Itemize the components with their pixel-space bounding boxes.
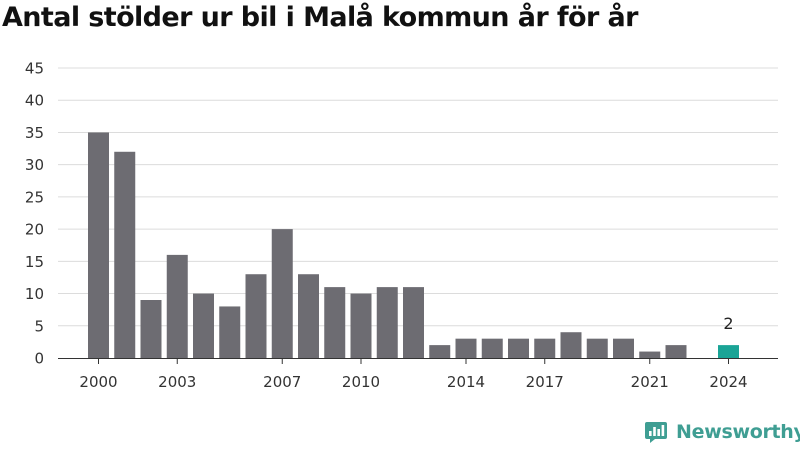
bar-2020	[613, 338, 634, 358]
x-tick-label-2014: 2014	[447, 373, 485, 391]
brand-attribution: Newsworthy	[644, 420, 800, 444]
bar-2022	[665, 345, 687, 358]
newsworthy-logo-icon	[645, 422, 667, 443]
x-axis-ticks: 2000 2003 2007 2010 2014 2017 2021 2024	[58, 358, 778, 391]
bar-2015	[481, 338, 503, 358]
bar-2016	[508, 338, 529, 358]
y-axis-ticks: 0 5 10 15 20 25 30 35 40 45	[25, 60, 44, 368]
x-tick-label-2024: 2024	[709, 373, 747, 391]
y-tick-label-5: 5	[34, 317, 44, 335]
x-tick-label-2010: 2010	[342, 373, 380, 391]
bar-2007	[271, 229, 293, 358]
data-label-2024: 2	[723, 314, 733, 333]
bar-2011	[376, 287, 398, 358]
y-tick-label-40: 40	[25, 92, 44, 110]
bar-2000	[88, 132, 109, 358]
bar-2003	[166, 254, 188, 358]
bars	[88, 132, 739, 358]
bar-2010	[350, 293, 372, 358]
data-labels: 2	[723, 314, 733, 333]
y-tick-label-30: 30	[25, 156, 44, 174]
bar-2024	[718, 345, 739, 358]
bar-2012	[403, 287, 424, 358]
y-tick-label-10: 10	[25, 285, 44, 303]
x-tick-label-2017: 2017	[526, 373, 564, 391]
x-tick-label-2007: 2007	[263, 373, 301, 391]
bar-2008	[298, 274, 319, 358]
y-tick-label-0: 0	[34, 350, 44, 368]
x-tick-label-2000: 2000	[79, 373, 117, 391]
y-tick-label-15: 15	[25, 253, 44, 271]
x-tick-label-2003: 2003	[158, 373, 196, 391]
bar-2002	[140, 300, 162, 358]
bar-2009	[324, 287, 346, 358]
bar-2005	[219, 306, 241, 358]
bar-2001	[114, 151, 136, 358]
y-tick-label-45: 45	[25, 60, 44, 78]
brand-name: Newsworthy	[676, 421, 800, 443]
bar-2004	[193, 293, 214, 358]
bar-2019	[586, 338, 608, 358]
y-tick-label-25: 25	[25, 188, 44, 206]
bar-2017	[534, 338, 556, 358]
bar-2014	[455, 338, 477, 358]
bar-2018	[560, 332, 582, 358]
bar-2021	[639, 351, 661, 358]
chart-title: Antal stölder ur bil i Malå kommun år fö…	[2, 2, 638, 33]
bar-2013	[429, 345, 451, 358]
x-tick-label-2021: 2021	[631, 373, 669, 391]
y-tick-label-35: 35	[25, 124, 44, 142]
y-tick-label-20: 20	[25, 221, 44, 239]
bar-2006	[245, 274, 267, 358]
